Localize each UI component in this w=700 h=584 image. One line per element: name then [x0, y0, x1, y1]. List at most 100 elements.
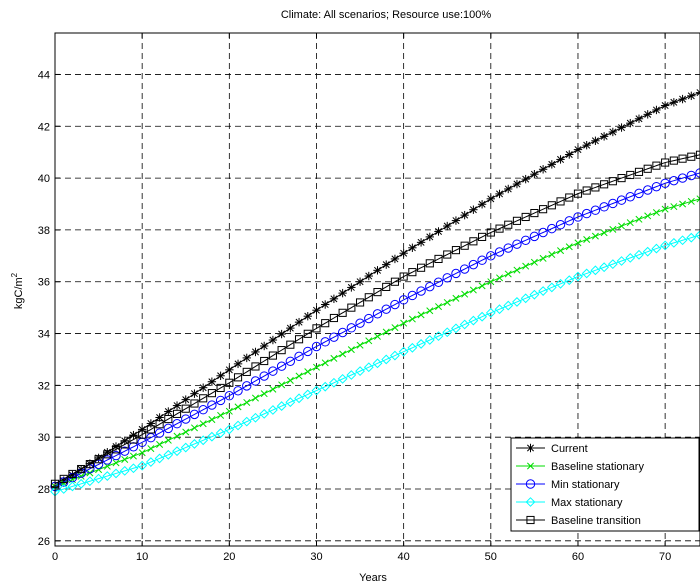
- data-point: [217, 411, 225, 419]
- data-point: [68, 469, 77, 479]
- data-point: [294, 351, 304, 362]
- data-point: [565, 150, 574, 159]
- data-point: [609, 225, 617, 233]
- data-point: [434, 227, 443, 236]
- x-tick-label: 20: [223, 551, 235, 563]
- data-point: [137, 460, 148, 471]
- data-point: [652, 209, 660, 217]
- data-point: [513, 266, 521, 274]
- data-point: [539, 254, 547, 262]
- data-point: [538, 286, 549, 296]
- data-point: [215, 395, 226, 406]
- data-point: [695, 230, 700, 240]
- data-point: [180, 442, 191, 453]
- data-point: [678, 94, 687, 104]
- data-point: [216, 371, 225, 380]
- legend-marker: [526, 462, 535, 470]
- data-point: [302, 389, 313, 400]
- data-point: [365, 337, 373, 345]
- data-point: [364, 271, 373, 281]
- data-point: [416, 238, 426, 247]
- data-point: [485, 307, 496, 318]
- data-point: [337, 327, 348, 338]
- data-point: [512, 216, 522, 225]
- data-point: [172, 401, 182, 410]
- data-point: [373, 288, 382, 297]
- data-point: [661, 158, 670, 167]
- data-point: [547, 201, 556, 210]
- data-point: [538, 165, 548, 174]
- data-point: [643, 110, 652, 119]
- data-point: [260, 390, 268, 398]
- data-point: [190, 399, 199, 408]
- series-max-stationary: [50, 230, 700, 497]
- data-point: [451, 323, 461, 334]
- legend-item: Baseline transition: [516, 515, 641, 527]
- y-tick-label: 36: [38, 277, 50, 289]
- data-point: [338, 308, 347, 317]
- x-tick-label: 30: [310, 551, 322, 563]
- y-tick-label: 42: [38, 121, 50, 133]
- data-point: [643, 164, 652, 173]
- data-point: [382, 282, 391, 291]
- data-point: [504, 270, 512, 278]
- legend-label: Current: [551, 443, 588, 455]
- data-point: [260, 356, 269, 366]
- data-point: [574, 239, 582, 247]
- data-point: [390, 277, 400, 286]
- data-point: [233, 420, 243, 431]
- data-point: [67, 481, 78, 492]
- data-point: [181, 395, 190, 404]
- data-point: [346, 370, 357, 380]
- data-point: [198, 435, 209, 446]
- data-point: [154, 453, 165, 464]
- legend-marker: [526, 443, 535, 453]
- data-point: [600, 180, 609, 189]
- data-point: [250, 376, 261, 386]
- data-point: [189, 439, 200, 449]
- data-point: [146, 419, 156, 428]
- data-point: [294, 393, 304, 404]
- data-point: [320, 381, 331, 392]
- data-point: [207, 377, 217, 386]
- data-point: [686, 232, 697, 243]
- data-point: [687, 152, 696, 161]
- data-point: [443, 221, 452, 231]
- data-point: [285, 356, 296, 366]
- data-point: [242, 381, 252, 391]
- data-point: [269, 385, 277, 393]
- data-point: [390, 254, 400, 264]
- data-point: [408, 268, 417, 277]
- data-point: [634, 188, 644, 199]
- data-point: [251, 362, 260, 371]
- data-point: [590, 265, 601, 276]
- data-point: [677, 173, 688, 183]
- data-point: [312, 324, 321, 333]
- data-point: [573, 145, 583, 154]
- data-point: [329, 377, 339, 388]
- data-point: [182, 428, 190, 436]
- data-point: [565, 193, 574, 202]
- data-point: [546, 282, 557, 293]
- data-point: [512, 297, 522, 307]
- data-point: [102, 471, 113, 481]
- data-point: [224, 424, 235, 435]
- data-point: [311, 341, 322, 352]
- data-point: [190, 389, 199, 398]
- data-point: [529, 231, 540, 242]
- series-baseline-transition: [50, 150, 700, 488]
- data-point: [312, 306, 321, 315]
- data-point: [381, 304, 391, 314]
- data-point: [651, 181, 662, 192]
- data-point: [425, 259, 434, 268]
- data-point: [573, 212, 583, 222]
- data-point: [147, 445, 155, 453]
- data-point: [390, 299, 400, 310]
- data-point: [259, 341, 269, 351]
- data-point: [460, 210, 469, 220]
- data-point: [243, 398, 251, 406]
- data-point: [461, 290, 469, 298]
- data-point: [303, 346, 313, 357]
- data-point: [416, 286, 426, 296]
- y-tick-label: 28: [38, 484, 50, 496]
